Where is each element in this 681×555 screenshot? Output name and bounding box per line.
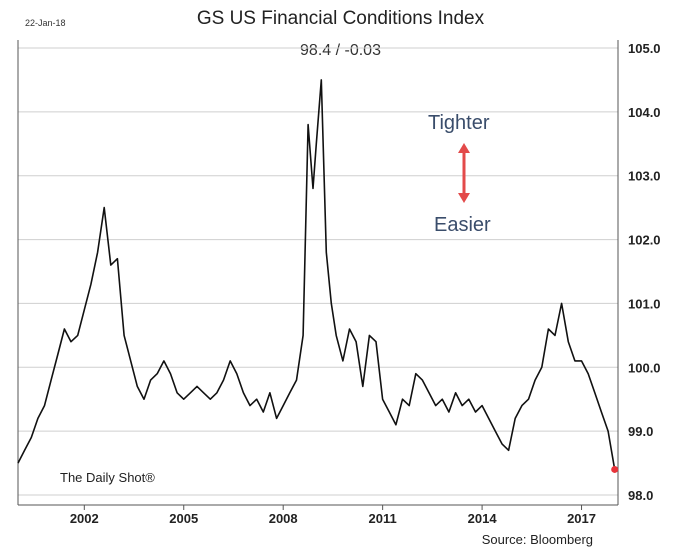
- chart-date: 22-Jan-18: [25, 18, 66, 28]
- brand-label: The Daily Shot®: [60, 470, 155, 485]
- chart-title: GS US Financial Conditions Index: [196, 8, 485, 29]
- x-tick-label: 2002: [70, 511, 99, 526]
- arrow-down-icon: [458, 193, 470, 203]
- last-value-marker: [611, 465, 619, 473]
- x-tick-label: 2014: [468, 511, 498, 526]
- y-tick-label: 99.0: [628, 424, 653, 439]
- x-tick-label: 2005: [169, 511, 198, 526]
- fci-series-line: [17, 79, 616, 470]
- source-label: Source: Bloomberg: [481, 532, 593, 547]
- arrow-up-icon: [458, 143, 470, 153]
- chart-value-readout: 98.4 / -0.03: [300, 42, 381, 59]
- y-tick-label: 101.0: [628, 296, 661, 311]
- y-tick-label: 102.0: [628, 233, 661, 248]
- annotation-easier: Easier: [434, 214, 491, 236]
- x-tick-label: 2008: [269, 511, 298, 526]
- y-tick-label: 104.0: [628, 105, 661, 120]
- y-tick-label: 103.0: [628, 169, 661, 184]
- x-tick-label: 2011: [369, 511, 397, 526]
- y-tick-label: 100.0: [628, 360, 661, 375]
- x-tick-label: 2017: [567, 511, 596, 526]
- y-tick-label: 98.0: [628, 488, 653, 503]
- annotation-tighter: Tighter: [428, 112, 490, 134]
- y-tick-label: 105.0: [628, 41, 661, 56]
